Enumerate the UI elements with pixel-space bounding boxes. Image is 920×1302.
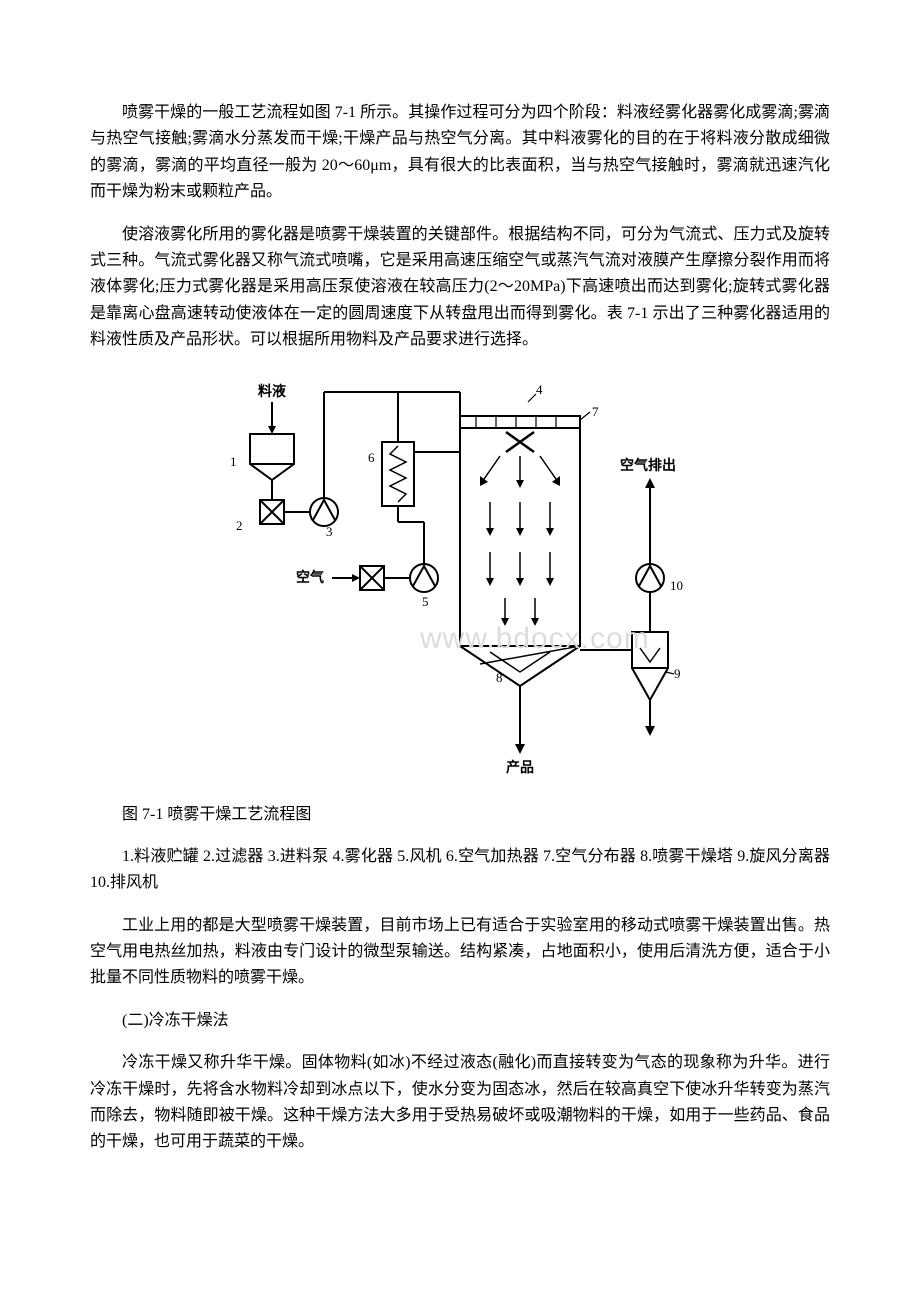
paragraph-5: 工业上用的都是大型喷雾干燥装置，目前市场上已有适合于实验室用的移动式喷雾干燥装置… [90,913,830,992]
figure-7-1: www.bdocx.com 料液 1 2 [90,372,830,792]
num-5: 5 [422,594,429,609]
num-9: 9 [674,666,681,681]
paragraph-2: 使溶液雾化所用的雾化器是喷雾干燥装置的关键部件。根据结构不同，可分为气流式、压力… [90,222,830,354]
num-10: 10 [670,578,683,593]
num-1: 1 [230,454,237,469]
label-product: 产品 [506,759,534,775]
spray-drying-diagram: 料液 1 2 3 [200,372,720,792]
figure-legend: 1.料液贮罐 2.过滤器 3.进料泵 4.雾化器 5.风机 6.空气加热器 7.… [90,844,830,897]
num-3: 3 [326,524,333,539]
paragraph-7: 冷冻干燥又称升华干燥。固体物料(如冰)不经过液态(融化)而直接转变为气态的现象称… [90,1050,830,1156]
label-air-out: 空气排出 [620,457,676,473]
figure-caption: 图 7-1 喷雾干燥工艺流程图 [90,802,830,828]
num-2: 2 [236,518,243,533]
label-air-in: 空气 [296,569,324,585]
subheading-freeze-dry: (二)冷冻干燥法 [90,1008,830,1034]
label-feed: 料液 [258,383,287,399]
num-4: 4 [536,382,543,397]
num-7: 7 [592,404,599,419]
paragraph-1: 喷雾干燥的一般工艺流程如图 7-1 所示。其操作过程可分为四个阶段：料液经雾化器… [90,100,830,206]
num-6: 6 [368,450,375,465]
